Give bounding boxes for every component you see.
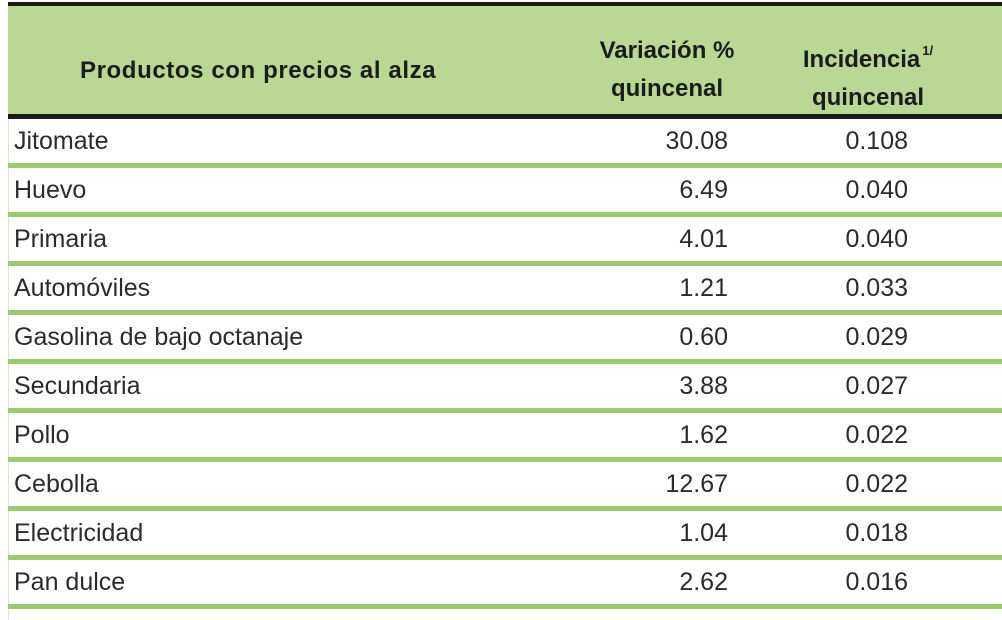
cell-incidence: 0.040 [845, 225, 908, 253]
table-row: Electricidad 1.04 0.018 [8, 511, 1002, 560]
cell-variation: 1.62 [679, 421, 728, 449]
table-row: Cebolla 12.67 0.022 [8, 462, 1002, 511]
table-row: Jitomate 30.08 0.108 [8, 119, 1002, 168]
table-row: Pan dulce 2.62 0.016 [8, 560, 1002, 609]
cell-variation: 1.04 [679, 519, 728, 547]
cell-incidence: 0.016 [845, 568, 908, 596]
table-top-rule [8, 2, 1002, 6]
cell-variation: 12.67 [665, 470, 728, 498]
table-row: Huevo 6.49 0.040 [8, 168, 1002, 217]
cell-product: Primaria [14, 225, 108, 253]
cell-incidence: 0.018 [845, 519, 908, 547]
table-row: Automóviles 1.21 0.033 [8, 266, 1002, 315]
cell-product: Automóviles [14, 274, 151, 302]
cell-variation: 6.49 [679, 176, 728, 204]
cell-incidence: 0.040 [845, 176, 908, 204]
cell-product: Huevo [14, 176, 87, 204]
cell-product: Gasolina de bajo octanaje [14, 323, 304, 351]
header-incidence-footnote: 1/ [922, 43, 934, 58]
cell-variation: 30.08 [665, 127, 728, 155]
table-header: Productos con precios al alza Variación … [8, 6, 1002, 114]
header-incidence-line1-wrap: Incidencia 1/ [778, 32, 958, 79]
table-row: Primaria 4.01 0.040 [8, 217, 1002, 266]
cell-variation: 2.62 [679, 568, 728, 596]
cell-product: Secundaria [14, 372, 141, 400]
table-row: Secundaria 3.88 0.027 [8, 364, 1002, 413]
cell-product: Cebolla [14, 470, 99, 498]
cell-variation: 3.88 [679, 372, 728, 400]
header-variation-line1: Variación % [599, 37, 735, 64]
cell-incidence: 0.029 [845, 323, 908, 351]
cell-product: Pollo [14, 421, 70, 449]
cell-variation: 4.01 [679, 225, 728, 253]
table-row: Gasolina de bajo octanaje 0.60 0.029 [8, 315, 1002, 364]
table-row: Pollo 1.62 0.022 [8, 413, 1002, 462]
cell-incidence: 0.108 [845, 127, 908, 155]
header-variation: Variación % quincenal [582, 32, 752, 108]
cell-incidence: 0.033 [845, 274, 908, 302]
header-variation-line2: quincenal [610, 75, 724, 102]
cell-product: Electricidad [14, 519, 144, 547]
cell-variation: 0.60 [679, 323, 728, 351]
cell-incidence: 0.027 [845, 372, 908, 400]
header-incidence-line2: quincenal [811, 84, 925, 111]
header-bottom-rule [8, 114, 1002, 119]
table-left-edge [8, 119, 9, 620]
cell-variation: 1.21 [679, 274, 728, 302]
header-incidence-line1: Incidencia [802, 46, 921, 73]
header-product-label: Productos con precios al alza [80, 57, 437, 84]
table-body: Jitomate 30.08 0.108 Huevo 6.49 0.040 Pr… [8, 119, 1002, 609]
cell-incidence: 0.022 [845, 421, 908, 449]
header-product: Productos con precios al alza [80, 52, 436, 90]
header-incidence: Incidencia 1/ quincenal [778, 32, 958, 117]
cell-incidence: 0.022 [845, 470, 908, 498]
cell-product: Jitomate [14, 127, 109, 155]
cell-product: Pan dulce [14, 568, 126, 596]
